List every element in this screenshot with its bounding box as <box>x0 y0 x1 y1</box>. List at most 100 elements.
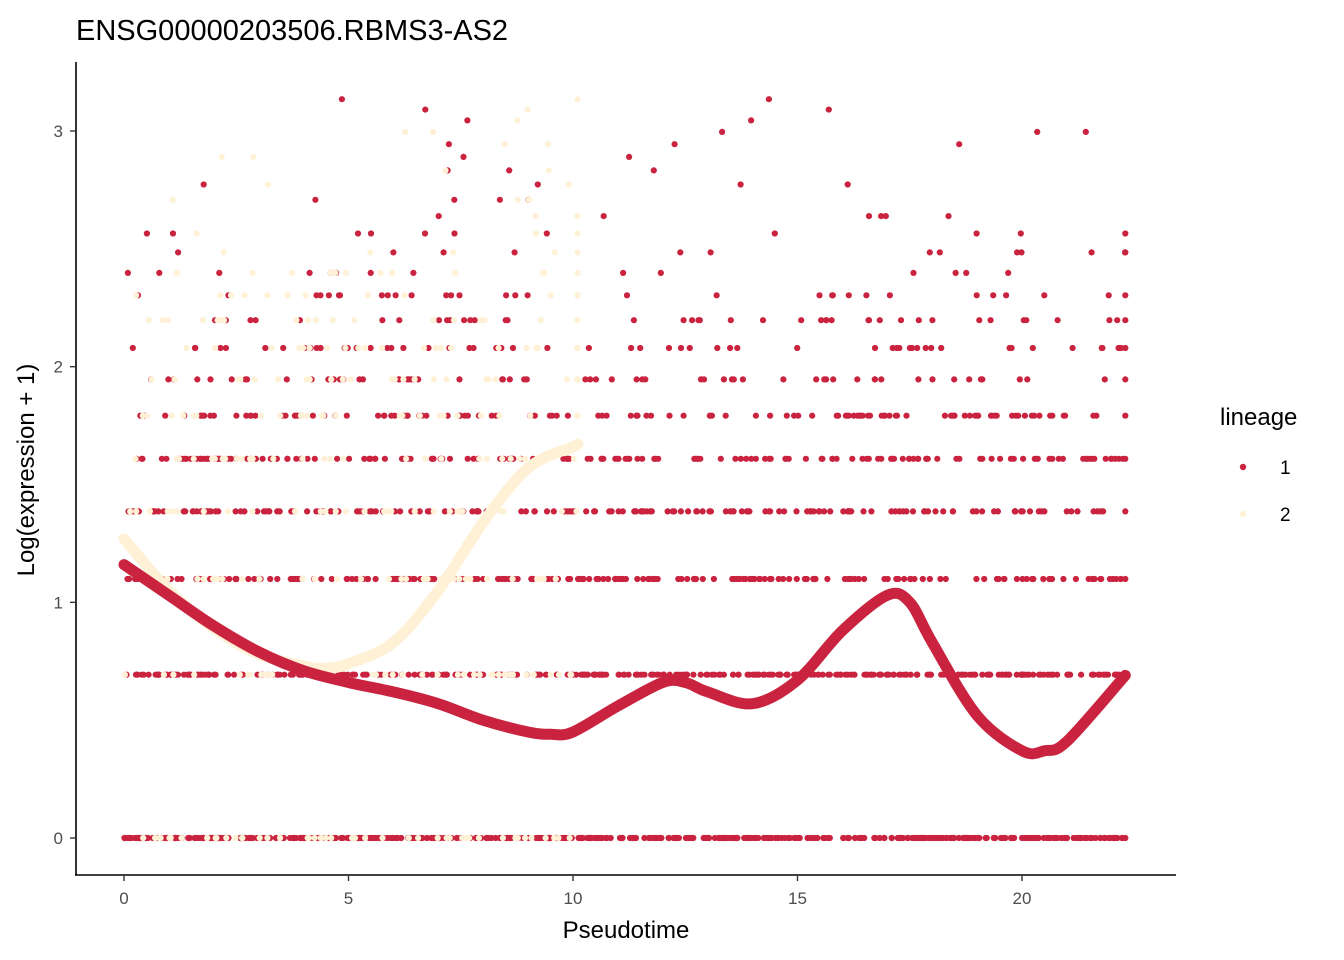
point-lineage-1 <box>411 575 418 583</box>
point-lineage-2 <box>218 153 225 160</box>
point-lineage-1 <box>1114 317 1121 324</box>
point-lineage-1 <box>949 508 957 515</box>
point-lineage-1 <box>892 412 900 419</box>
smooth-curve-lineage-2 <box>118 438 584 674</box>
point-lineage-1 <box>440 249 447 256</box>
point-lineage-1 <box>861 575 868 583</box>
point-lineage-1 <box>393 834 400 842</box>
point-lineage-2 <box>322 508 329 515</box>
point-lineage-1 <box>1013 575 1021 583</box>
point-lineage-1 <box>428 671 436 678</box>
point-lineage-1 <box>845 412 853 419</box>
point-lineage-1 <box>922 344 929 352</box>
point-lineage-1 <box>496 196 503 203</box>
point-lineage-2 <box>239 575 246 583</box>
point-lineage-1 <box>619 508 626 515</box>
point-lineage-1 <box>245 834 252 842</box>
point-lineage-1 <box>140 671 147 678</box>
point-lineage-1 <box>979 671 986 678</box>
point-lineage-2 <box>570 455 578 462</box>
point-lineage-1 <box>1014 249 1021 256</box>
point-lineage-1 <box>371 834 378 842</box>
point-lineage-2 <box>466 834 473 842</box>
point-lineage-2 <box>385 575 392 583</box>
point-lineage-1 <box>632 508 639 515</box>
point-lineage-1 <box>973 230 980 237</box>
point-lineage-2 <box>403 455 410 462</box>
point-lineage-1 <box>428 455 435 462</box>
point-lineage-1 <box>156 269 163 276</box>
point-lineage-1 <box>1091 575 1098 583</box>
point-lineage-2 <box>317 834 324 842</box>
point-lineage-1 <box>1055 455 1062 462</box>
point-lineage-1 <box>590 671 597 678</box>
point-lineage-1 <box>671 141 678 148</box>
point-lineage-2 <box>411 508 418 515</box>
point-lineage-1 <box>775 575 782 583</box>
point-lineage-1 <box>591 508 598 515</box>
point-lineage-2 <box>398 575 405 583</box>
point-lineage-2 <box>268 344 275 352</box>
point-lineage-1 <box>608 376 615 383</box>
point-lineage-1 <box>338 834 345 842</box>
point-lineage-1 <box>169 230 177 237</box>
point-lineage-1 <box>1060 412 1067 419</box>
point-lineage-1 <box>1083 455 1090 462</box>
point-lineage-1 <box>809 412 816 419</box>
point-lineage-2 <box>547 292 554 299</box>
point-lineage-1 <box>1040 834 1047 842</box>
point-lineage-2 <box>568 671 575 678</box>
point-lineage-2 <box>173 269 180 276</box>
point-lineage-2 <box>175 455 182 462</box>
y-tick-label: 0 <box>54 829 63 848</box>
point-lineage-2 <box>342 269 349 276</box>
point-lineage-1 <box>165 376 172 383</box>
point-lineage-2 <box>183 344 190 352</box>
point-lineage-1 <box>818 317 825 324</box>
point-lineage-1 <box>818 455 825 462</box>
point-lineage-1 <box>657 834 664 842</box>
point-lineage-1 <box>825 106 832 113</box>
point-lineage-1 <box>1030 575 1037 583</box>
point-lineage-2 <box>477 412 484 419</box>
point-lineage-2 <box>415 834 422 842</box>
point-lineage-1 <box>485 834 492 842</box>
point-lineage-1 <box>1001 575 1008 583</box>
point-lineage-1 <box>640 575 647 583</box>
point-lineage-1 <box>844 508 851 515</box>
point-lineage-2 <box>219 455 226 462</box>
point-lineage-1 <box>856 834 863 842</box>
point-lineage-1 <box>598 455 605 462</box>
point-lineage-1 <box>829 292 836 299</box>
point-lineage-1 <box>576 834 583 842</box>
point-lineage-1 <box>697 671 704 678</box>
point-lineage-1 <box>313 508 320 515</box>
point-lineage-1 <box>612 575 619 583</box>
point-lineage-2 <box>475 834 482 842</box>
point-lineage-1 <box>881 412 889 419</box>
point-lineage-1 <box>994 508 1002 515</box>
point-lineage-2 <box>551 834 558 842</box>
point-lineage-1 <box>637 344 644 352</box>
point-lineage-2 <box>167 834 174 842</box>
point-lineage-1 <box>844 834 851 842</box>
x-tick-label: 15 <box>788 889 807 908</box>
point-lineage-2 <box>402 128 409 135</box>
point-lineage-2 <box>507 455 514 462</box>
point-lineage-1 <box>951 376 958 383</box>
point-lineage-1 <box>408 292 415 299</box>
point-lineage-1 <box>381 455 388 462</box>
point-lineage-1 <box>824 575 831 583</box>
point-lineage-1 <box>827 508 834 515</box>
point-lineage-1 <box>694 455 702 462</box>
point-lineage-2 <box>299 455 306 462</box>
point-lineage-1 <box>896 834 903 842</box>
point-lineage-1 <box>952 269 959 276</box>
point-lineage-2 <box>411 376 418 383</box>
point-lineage-2 <box>495 344 502 352</box>
point-lineage-1 <box>543 671 550 678</box>
point-lineage-2 <box>443 834 450 842</box>
point-lineage-1 <box>816 508 823 515</box>
point-lineage-1 <box>834 671 842 678</box>
